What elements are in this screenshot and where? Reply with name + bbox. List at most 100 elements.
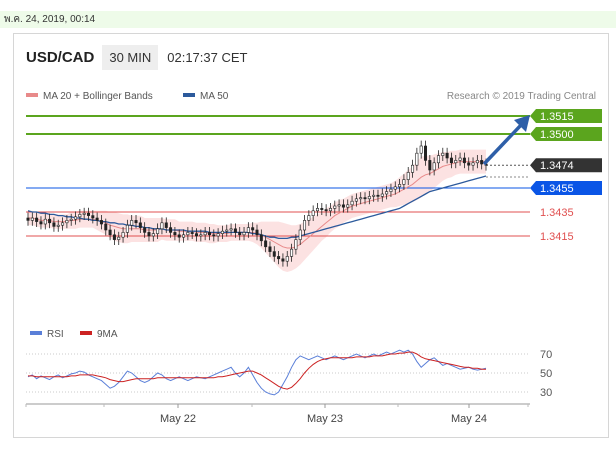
candle-body xyxy=(281,258,285,262)
x-tick-label: May 22 xyxy=(160,413,196,425)
candle-body xyxy=(393,186,397,190)
candle-body xyxy=(156,228,160,234)
candle-body xyxy=(359,197,363,200)
rsi-ma-line xyxy=(28,351,486,390)
chart-header: USD/CAD 30 MIN 02:17:37 CET xyxy=(26,42,247,72)
candle-body xyxy=(432,162,436,171)
candle-body xyxy=(307,215,311,221)
candle-body xyxy=(225,229,229,232)
candle-body xyxy=(367,196,371,200)
candle-body xyxy=(169,227,173,233)
candle-body xyxy=(333,205,337,209)
candle-body xyxy=(39,221,43,225)
candle-body xyxy=(277,256,281,260)
candle-body xyxy=(372,194,376,197)
timeframe-badge[interactable]: 30 MIN xyxy=(102,44,159,70)
candle-body xyxy=(121,232,125,238)
candle-body xyxy=(380,193,384,197)
candle-body xyxy=(173,232,177,236)
candle-body xyxy=(125,224,129,233)
candle-body xyxy=(30,217,34,221)
candle-body xyxy=(246,227,250,233)
rsi-tick-label: 50 xyxy=(540,368,552,380)
candle-body xyxy=(259,234,263,242)
candle-body xyxy=(436,155,440,164)
candle-body xyxy=(43,218,47,225)
candle-body xyxy=(190,232,194,234)
candle-body xyxy=(130,220,134,226)
legend-label-ma50: MA 50 xyxy=(200,91,229,102)
candle-body xyxy=(428,160,432,171)
rsi-tick-label: 70 xyxy=(540,349,552,361)
candle-body xyxy=(203,232,207,236)
candle-body xyxy=(195,233,199,237)
rsi-tick-label: 30 xyxy=(540,387,552,399)
candle-body xyxy=(251,227,255,231)
candle-body xyxy=(112,234,116,240)
credit-text: Research © 2019 Trading Central xyxy=(447,91,596,102)
candle-body xyxy=(143,227,147,233)
support-tag xyxy=(530,181,602,195)
candle-body xyxy=(389,188,393,192)
x-tick-label: May 23 xyxy=(307,413,343,425)
candle-body xyxy=(315,208,319,212)
candle-body xyxy=(354,198,358,202)
candle-body xyxy=(177,234,181,238)
candle-body xyxy=(363,197,367,200)
candle-body xyxy=(467,162,471,166)
candle-body xyxy=(424,145,428,161)
candle-body xyxy=(328,208,332,212)
legend-swatch-ma20 xyxy=(26,93,38,97)
resistance-label: 1.3515 xyxy=(540,111,574,123)
candle-body xyxy=(385,191,389,195)
legend-swatch-ma50 xyxy=(183,93,195,97)
candle-body xyxy=(104,223,108,231)
candle-body xyxy=(207,232,211,236)
support-label: 1.3455 xyxy=(540,183,574,195)
candle-body xyxy=(160,222,164,230)
candle-body xyxy=(290,248,294,257)
candle-body xyxy=(415,152,419,166)
candle-body xyxy=(341,204,345,208)
candle-body xyxy=(78,214,82,218)
currency-pair: USD/CAD xyxy=(26,48,95,66)
candle-body xyxy=(82,212,86,215)
candle-body xyxy=(186,232,190,236)
legend-label-rsi: RSI xyxy=(47,329,64,340)
candle-body xyxy=(268,246,272,252)
candle-body xyxy=(303,220,307,231)
candle-body xyxy=(255,229,259,236)
candle-body xyxy=(138,222,142,228)
candle-body xyxy=(151,233,155,237)
candle-body xyxy=(445,152,449,159)
candle-body xyxy=(238,232,242,236)
candle-body xyxy=(99,220,103,225)
resistance-tag xyxy=(530,127,602,141)
legend-swatch-rsi xyxy=(30,331,42,335)
candle-body xyxy=(458,157,462,161)
candle-body xyxy=(402,179,406,185)
candle-body xyxy=(61,222,65,226)
candle-body xyxy=(164,222,168,228)
candle-body xyxy=(294,239,298,250)
candle-body xyxy=(462,157,466,164)
candle-body xyxy=(411,164,415,173)
candle-body xyxy=(86,212,90,216)
bollinger-band xyxy=(28,149,486,272)
candle-body xyxy=(147,232,151,237)
candle-body xyxy=(324,209,328,212)
last-price-tag xyxy=(530,158,602,173)
legend-label-ma20: MA 20 + Bollinger Bands xyxy=(43,91,153,102)
candle-body xyxy=(216,233,220,237)
candle-body xyxy=(199,234,203,237)
date-stamp: พ.ค. 24, 2019, 00:14 xyxy=(0,11,616,28)
candle-body xyxy=(35,217,39,222)
candle-body xyxy=(220,230,224,234)
candle-body xyxy=(480,160,484,165)
candle-body xyxy=(182,234,186,238)
chart-time: 02:17:37 CET xyxy=(167,49,248,65)
candle-body xyxy=(285,256,289,262)
candle-body xyxy=(134,220,138,224)
candle-body xyxy=(471,162,475,166)
